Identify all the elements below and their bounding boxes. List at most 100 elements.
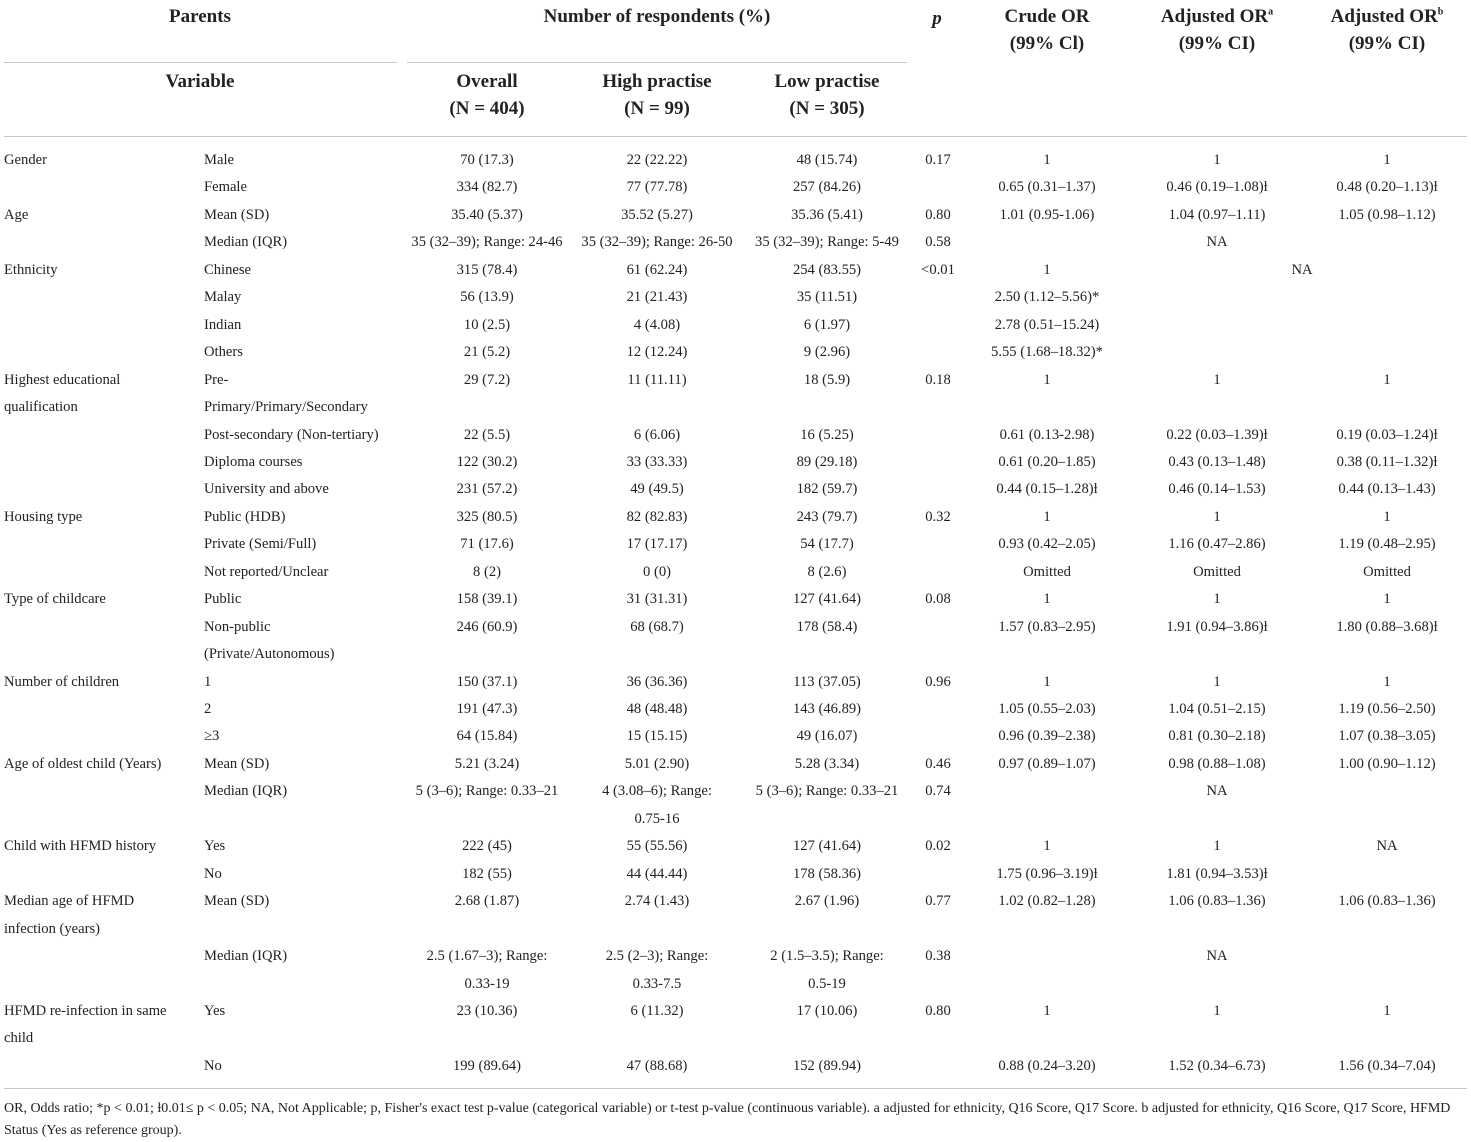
cell-crude-or: 1 — [1043, 152, 1051, 168]
cell-low-practise: 49 (16.07) — [796, 728, 858, 745]
cell-variable: Age of oldest child (Years) — [4, 755, 162, 772]
cell-low-practise: 9 (2.96) — [803, 344, 851, 361]
cell-crude-or: 1.01 (0.95-1.06) — [999, 206, 1095, 223]
cell-adjusted-or-b: 0.19 (0.03–1.24)ƚ — [1336, 426, 1438, 443]
header-adjusted-or-a: Adjusted ORa (99% CI) — [1137, 3, 1297, 57]
cell-high-practise: 15 (15.15) — [626, 728, 688, 745]
cell-adjusted-or-a: 0.22 (0.03–1.39)ƚ — [1166, 426, 1268, 443]
cell-overall: 5.21 (3.24) — [454, 755, 520, 772]
cell-high-practise: 4 (4.08) — [633, 316, 681, 333]
header-p-label: p — [932, 8, 942, 29]
cell-overall: 315 (78.4) — [456, 261, 518, 278]
cell-subcategory: Private (Semi/Full) — [204, 536, 317, 553]
cell-adjusted-or-a: 1.06 (0.83–1.36) — [1168, 893, 1266, 910]
cell-adjusted-or-a: 1 — [1213, 673, 1221, 690]
cell-adjusted-or-a: 0.43 (0.13–1.48) — [1168, 453, 1266, 470]
cell-overall: 21 (5.2) — [463, 344, 511, 361]
cell-variable: infection (years) — [4, 920, 101, 937]
cell-adjusted-or-b: 1.56 (0.34–7.04) — [1338, 1057, 1436, 1074]
cell-overall: 10 (2.5) — [463, 316, 511, 333]
cell-variable: Gender — [4, 152, 47, 168]
cell-overall: 122 (30.2) — [456, 453, 518, 470]
cell-adjusted-or-b: 1.19 (0.56–2.50) — [1338, 701, 1436, 717]
cell-overall: 199 (89.64) — [452, 1057, 522, 1074]
cell-subcategory: Median (IQR) — [204, 783, 288, 800]
cell-adjusted-or-a: Omitted — [1193, 563, 1241, 580]
cell-overall: 2.5 (1.67–3); Range: — [426, 948, 548, 965]
cell-adjusted-or-a: 1 — [1213, 371, 1221, 388]
cell-variable: Age — [4, 206, 29, 223]
cell-subcategory: Chinese — [204, 261, 252, 278]
cell-adjusted-or-a: NA — [1206, 783, 1228, 800]
cell-subcategory: Mean (SD) — [204, 206, 270, 223]
cell-low-practise: 243 (79.7) — [796, 508, 858, 525]
cell-subcategory: Indian — [204, 316, 242, 333]
header-high-practise-n: (N = 99) — [624, 98, 690, 119]
cell-overall: 150 (37.1) — [456, 673, 518, 690]
cell-high-practise: 31 (31.31) — [626, 591, 688, 608]
cell-high-practise: 47 (88.68) — [626, 1057, 688, 1074]
cell-adjusted-or-b: 1 — [1383, 508, 1391, 525]
cell-high-practise: 0.75-16 — [634, 810, 680, 827]
cell-adjusted-or-a: 0.81 (0.30–2.18) — [1168, 728, 1266, 745]
cell-subcategory: Male — [204, 152, 234, 168]
cell-adjusted-or-a: 1.52 (0.34–6.73) — [1168, 1057, 1266, 1074]
cell-subcategory: Not reported/Unclear — [204, 563, 329, 580]
cell-overall: 56 (13.9) — [460, 289, 514, 306]
cell-low-practise: 6 (1.97) — [803, 316, 851, 333]
cell-adjusted-or-span: NA — [1291, 261, 1313, 278]
cell-adjusted-or-a: 1.91 (0.94–3.86)ƚ — [1166, 618, 1268, 635]
cell-variable: Number of children — [4, 673, 120, 690]
table-bottom-rule — [4, 1088, 1467, 1089]
cell-crude-or: Omitted — [1023, 563, 1071, 580]
cell-adjusted-or-a: 1 — [1213, 508, 1221, 525]
cell-high-practise: 35 (32–39); Range: 26-50 — [581, 234, 733, 251]
header-bottom-rule — [4, 136, 1467, 137]
cell-low-practise: 127 (41.64) — [792, 591, 862, 608]
cell-adjusted-or-b: 0.44 (0.13–1.43) — [1338, 481, 1436, 498]
cell-overall: 29 (7.2) — [463, 371, 511, 388]
table-footnote: OR, Odds ratio; *p < 0.01; ƚ0.01≤ p < 0.… — [4, 1101, 1451, 1138]
cell-overall: 64 (15.84) — [456, 728, 518, 745]
cell-subcategory: Median (IQR) — [204, 948, 288, 965]
cell-low-practise: 254 (83.55) — [792, 261, 862, 278]
cell-subcategory: Malay — [204, 289, 242, 306]
cell-low-practise: 182 (59.7) — [796, 481, 858, 498]
cell-variable: Type of childcare — [4, 591, 106, 608]
header-variable: Variable — [165, 71, 235, 92]
cell-crude-or: 1 — [1043, 1002, 1051, 1019]
cell-crude-or: 2.50 (1.12–5.56)* — [994, 289, 1100, 306]
cell-subcategory: Others — [204, 344, 243, 361]
cell-crude-or: 1 — [1043, 591, 1051, 608]
cell-adjusted-or-b: 1.19 (0.48–2.95) — [1338, 536, 1436, 553]
cell-low-practise: 178 (58.36) — [792, 865, 862, 882]
cell-high-practise: 0 (0) — [643, 563, 671, 580]
cell-adjusted-or-b: Omitted — [1363, 563, 1411, 580]
cell-low-practise: 0.5-19 — [808, 975, 846, 992]
cell-adjusted-or-b: 1 — [1383, 1002, 1391, 1019]
cell-subcategory: Yes — [204, 838, 226, 855]
cell-high-practise: 2.74 (1.43) — [624, 893, 690, 910]
cell-high-practise: 17 (17.17) — [626, 536, 688, 553]
cell-high-practise: 22 (22.22) — [626, 152, 688, 168]
cell-adjusted-or-a: 1 — [1213, 591, 1221, 608]
cell-subcategory: No — [204, 1057, 222, 1074]
cell-high-practise: 68 (68.7) — [630, 618, 684, 635]
header-adjusted-or-a-label: Adjusted OR — [1160, 6, 1269, 27]
cell-crude-or: 0.93 (0.42–2.05) — [998, 536, 1096, 553]
cell-overall: 22 (5.5) — [463, 426, 511, 443]
cell-high-practise: 11 (11.11) — [627, 371, 687, 388]
cell-low-practise: 143 (46.89) — [792, 701, 862, 717]
header-adjusted-or-b-ci: (99% CI) — [1348, 33, 1426, 54]
cell-crude-or: 1 — [1043, 508, 1051, 525]
cell-low-practise: 2.67 (1.96) — [794, 893, 860, 910]
cell-p-value: <0.01 — [921, 261, 955, 278]
header-p: p — [917, 5, 957, 32]
cell-low-practise: 178 (58.4) — [796, 618, 858, 635]
cell-overall: 8 (2) — [473, 563, 501, 580]
cell-variable: Housing type — [4, 508, 83, 525]
header-adjusted-or-a-sup: a — [1268, 6, 1274, 18]
cell-overall: 5 (3–6); Range: 0.33–21 — [415, 783, 559, 800]
header-number-of-respondents: Number of respondents (%) — [543, 6, 771, 27]
cell-crude-or: 5.55 (1.68–18.32)* — [991, 344, 1103, 361]
